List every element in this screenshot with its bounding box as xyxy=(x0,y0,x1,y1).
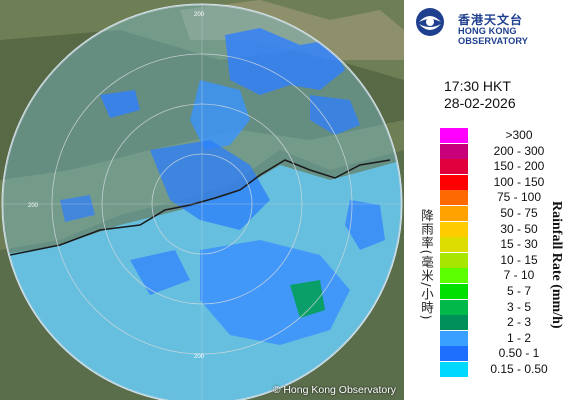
coastline xyxy=(9,159,391,256)
legend-swatch xyxy=(440,268,468,284)
legend-item: 75 - 100 xyxy=(440,190,560,206)
legend-swatch xyxy=(440,237,468,253)
legend-label: 0.50 - 1 xyxy=(498,346,540,361)
legend-item: 7 - 10 xyxy=(440,268,560,284)
legend-item: 150 - 200 xyxy=(440,159,560,175)
legend-title-cn: 降雨率(毫米/小時) xyxy=(419,209,434,321)
observation-date: 28-02-2026 xyxy=(444,95,516,111)
legend-item: 0.50 - 1 xyxy=(440,346,560,362)
legend-item: 1 - 2 xyxy=(440,330,560,346)
legend-swatch xyxy=(440,315,468,331)
legend-label: 10 - 15 xyxy=(500,252,538,267)
legend-swatch xyxy=(440,190,468,206)
hko-logo: 香港天文台 HONG KONG OBSERVATORY xyxy=(414,6,574,46)
legend-label: 5 - 7 xyxy=(506,284,531,298)
legend-label: 150 - 200 xyxy=(493,159,545,174)
legend-swatch xyxy=(440,174,468,190)
legend-swatch xyxy=(440,143,468,159)
legend-item: 30 - 50 xyxy=(440,221,560,237)
observation-time: 17:30 HKT xyxy=(444,78,511,94)
logo-name-cn: 香港天文台 xyxy=(458,13,524,27)
legend-label: 7 - 10 xyxy=(503,268,535,283)
ring-label-bottom: 200 xyxy=(194,354,205,360)
legend-item: 10 - 15 xyxy=(440,252,560,268)
legend-item: 100 - 150 xyxy=(440,174,560,190)
legend-item: 200 - 300 xyxy=(440,143,560,159)
legend-swatch xyxy=(440,206,468,221)
legend-swatch xyxy=(440,362,468,377)
legend-item: 3 - 5 xyxy=(440,299,560,315)
legend-swatch xyxy=(440,252,468,268)
legend-item: 2 - 3 xyxy=(440,315,560,331)
ring-label-left: 200 xyxy=(28,203,39,209)
legend-item: 15 - 30 xyxy=(440,237,560,253)
legend-label: 200 - 300 xyxy=(493,143,545,158)
legend-label: 0.15 - 0.50 xyxy=(490,362,548,376)
legend-label: 3 - 5 xyxy=(506,299,531,314)
legend-label: 30 - 50 xyxy=(500,221,538,236)
legend-panel: 香港天文台 HONG KONG OBSERVATORY 17:30 HKT 28… xyxy=(404,0,577,400)
legend-label: 50 - 75 xyxy=(500,206,538,220)
legend-label: 75 - 100 xyxy=(496,190,542,205)
legend-swatch xyxy=(440,159,468,175)
legend-swatch xyxy=(440,346,468,362)
legend-label: >300 xyxy=(505,128,533,142)
rain-echoes xyxy=(60,28,385,345)
radar-map: 200 200 200 xyxy=(0,0,404,400)
legend-swatch xyxy=(440,284,468,299)
legend-swatch xyxy=(440,221,468,237)
radar-boundary xyxy=(1,3,403,400)
logo-name-en: HONG KONG OBSERVATORY xyxy=(458,26,529,46)
legend-swatch xyxy=(440,330,468,346)
legend-swatch xyxy=(440,128,468,143)
legend-item: >300 xyxy=(440,128,560,143)
legend-label: 100 - 150 xyxy=(493,174,545,189)
land-light xyxy=(180,0,404,60)
legend-label: 15 - 30 xyxy=(500,237,538,252)
legend-swatch xyxy=(440,299,468,315)
legend-label: 1 - 2 xyxy=(506,330,531,345)
legend-item: 0.15 - 0.50 xyxy=(440,362,560,377)
hko-emblem-icon xyxy=(416,8,444,36)
copyright-text: © Hong Kong Observatory xyxy=(272,384,396,396)
legend-title-en: Rainfall Rate (mm/h) xyxy=(549,201,564,329)
legend-label: 2 - 3 xyxy=(506,315,531,330)
legend-item: 50 - 75 xyxy=(440,206,560,221)
ring-label-top: 200 xyxy=(194,12,205,18)
legend-item: 5 - 7 xyxy=(440,284,560,299)
